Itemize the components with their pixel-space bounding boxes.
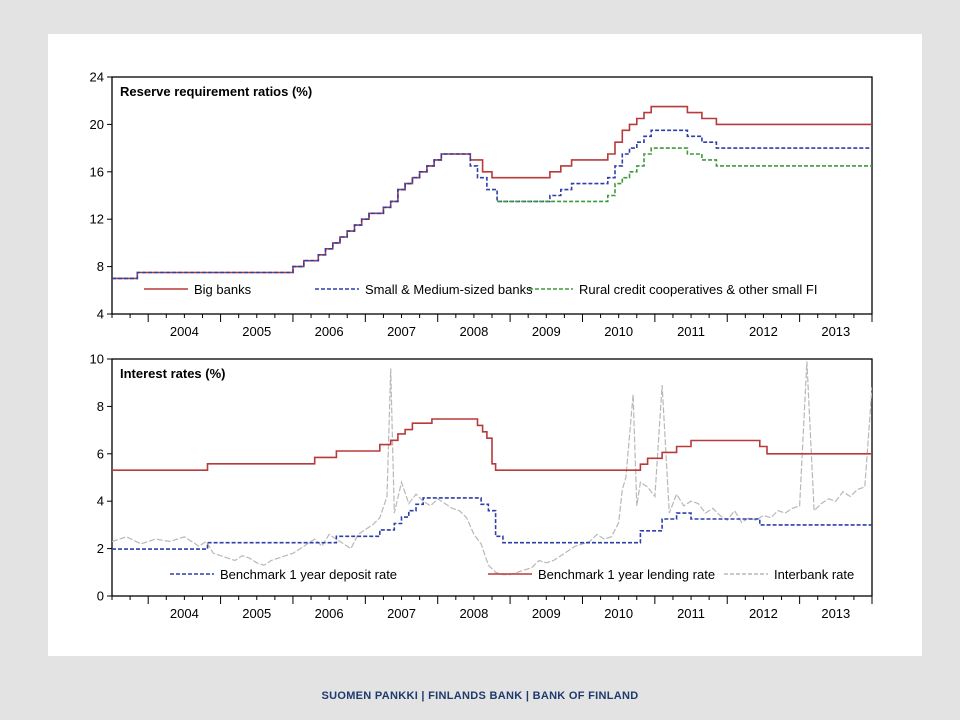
x-tick-label: 2010 <box>604 324 633 339</box>
chart-title: Reserve requirement ratios (%) <box>120 84 312 99</box>
y-tick-label: 6 <box>97 446 104 461</box>
plot-frame <box>111 76 873 315</box>
x-tick-label: 2012 <box>749 606 778 621</box>
y-tick-label: 4 <box>97 307 104 322</box>
legend-label: Big banks <box>194 282 252 297</box>
legend-label: Benchmark 1 year deposit rate <box>220 567 397 582</box>
x-tick-label: 2011 <box>677 324 705 339</box>
series-line <box>112 497 872 550</box>
y-tick-label: 24 <box>90 70 104 85</box>
footer: SUOMEN PANKKI | FINLANDS BANK | BANK OF … <box>321 690 639 702</box>
y-tick-label: 4 <box>97 494 104 509</box>
series-line <box>112 361 872 576</box>
legend-label: Benchmark 1 year lending rate <box>538 567 715 582</box>
chart-title: Interest rates (%) <box>120 366 225 381</box>
chart-panel-2: 0 2 4 6 8 10 2004 2005 2006 2007 2008 2009 2010 2011 2… <box>90 352 873 621</box>
x-tick-label: 2013 <box>821 324 850 339</box>
series-line <box>497 147 872 203</box>
series-line <box>112 105 872 280</box>
x-tick-label: 2005 <box>242 324 271 339</box>
series-line <box>112 129 872 280</box>
x-tick-label: 2013 <box>821 606 850 621</box>
x-tick-label: 2010 <box>604 606 633 621</box>
y-tick-label: 16 <box>90 164 104 179</box>
y-tick-label: 8 <box>97 399 104 414</box>
y-tick-label: 10 <box>90 352 104 367</box>
plot-frame <box>111 358 873 597</box>
x-tick-label: 2007 <box>387 606 416 621</box>
legend-label: Small & Medium-sized banks <box>365 282 533 297</box>
series-line <box>112 418 872 471</box>
y-tick-label: 0 <box>97 589 104 604</box>
x-tick-label: 2008 <box>459 324 488 339</box>
x-tick-label: 2006 <box>315 324 344 339</box>
x-tick-label: 2011 <box>677 606 705 621</box>
slide-panel: 4 8 12 16 20 24 2004 2005 2006 2007 2008 2009 2010 20… <box>48 34 922 656</box>
legend-label: Rural credit cooperatives & other small … <box>579 282 817 297</box>
x-tick-label: 2005 <box>242 606 271 621</box>
y-tick-label: 8 <box>97 259 104 274</box>
chart-panel-1: 4 8 12 16 20 24 2004 2005 2006 2007 2008 2009 2010 20… <box>90 70 873 339</box>
x-tick-label: 2004 <box>170 606 199 621</box>
y-tick-label: 20 <box>90 117 104 132</box>
y-tick-label: 12 <box>90 212 104 227</box>
x-tick-label: 2006 <box>315 606 344 621</box>
x-tick-label: 2004 <box>170 324 199 339</box>
x-tick-label: 2007 <box>387 324 416 339</box>
legend-label: Interbank rate <box>774 567 854 582</box>
x-tick-label: 2012 <box>749 324 778 339</box>
x-tick-label: 2009 <box>532 324 561 339</box>
x-tick-label: 2009 <box>532 606 561 621</box>
y-tick-label: 2 <box>97 541 104 556</box>
x-tick-label: 2008 <box>459 606 488 621</box>
